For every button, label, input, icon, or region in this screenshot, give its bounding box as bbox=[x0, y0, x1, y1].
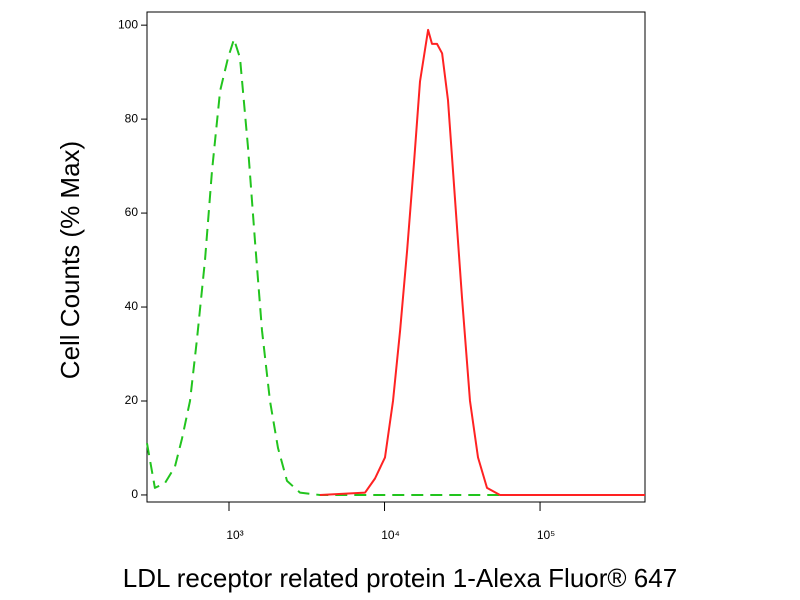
x-tick-label: 10³ bbox=[226, 528, 243, 542]
plot-frame bbox=[146, 11, 646, 503]
x-tick-label: 10⁵ bbox=[537, 528, 555, 542]
x-axis-label: LDL receptor related protein 1-Alexa Flu… bbox=[123, 563, 677, 593]
series-line bbox=[319, 28, 645, 496]
y-axis-label: Cell Counts (% Max) bbox=[55, 141, 85, 379]
series-line bbox=[146, 38, 645, 496]
x-tick-label: 10⁴ bbox=[381, 528, 400, 542]
y-tick-label: 40 bbox=[125, 299, 139, 313]
y-tick-label: 100 bbox=[118, 17, 138, 31]
y-tick-label: 80 bbox=[125, 111, 139, 125]
y-tick-label: 60 bbox=[125, 205, 139, 219]
y-tick-label: 20 bbox=[125, 393, 139, 407]
y-tick-label: 0 bbox=[131, 487, 138, 501]
